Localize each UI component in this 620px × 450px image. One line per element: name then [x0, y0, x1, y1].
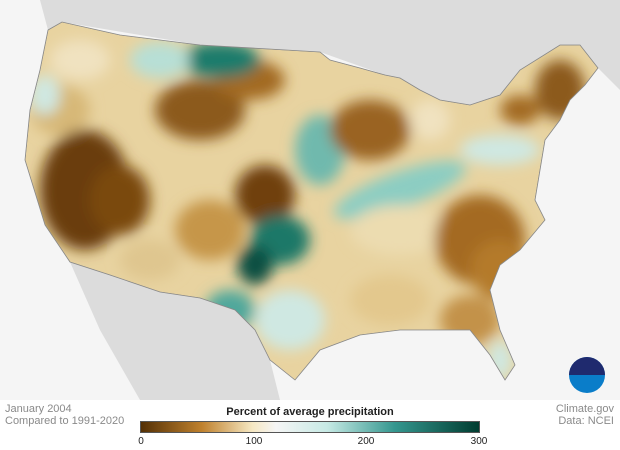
- source-label: Data: NCEI: [558, 415, 614, 427]
- legend-tick: 300: [470, 436, 488, 447]
- period-label: January 2004: [5, 403, 72, 415]
- precipitation-map: [24, 0, 620, 400]
- legend-tick: 100: [245, 436, 263, 447]
- legend-tick: 200: [357, 436, 375, 447]
- credits: Climate.gov Data: NCEI: [556, 403, 614, 427]
- mexico-landmass: [70, 262, 280, 400]
- noaa-logo: [569, 357, 605, 393]
- legend-colorbar: [140, 421, 480, 433]
- credit-label: Climate.gov: [555, 403, 614, 415]
- legend-title: Percent of average precipitation: [226, 406, 394, 418]
- period-info: January 2004 Compared to 1991-2020: [5, 403, 124, 427]
- legend-tick: 0: [138, 436, 144, 447]
- canada-landmass: [40, 0, 620, 105]
- baseline-label: Compared to 1991-2020: [5, 415, 125, 427]
